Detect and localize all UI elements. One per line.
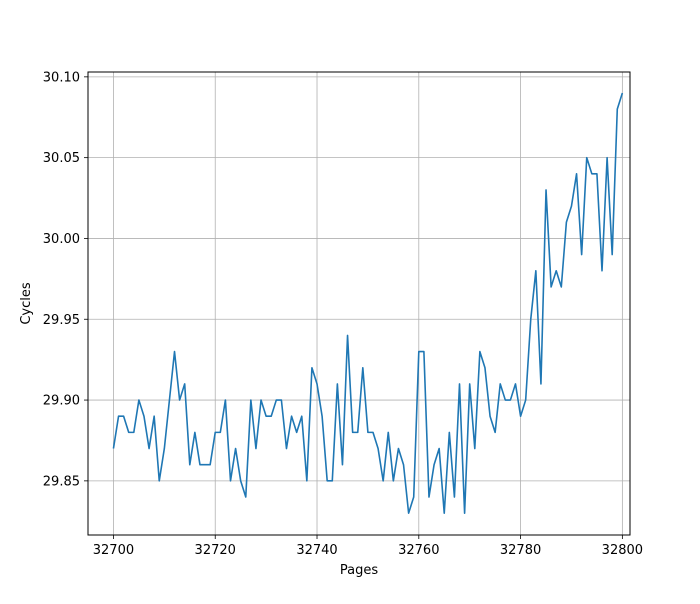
x-tick-label: 32700: [93, 543, 134, 558]
x-tick-label: 32720: [195, 543, 236, 558]
y-tick-label: 29.85: [43, 474, 80, 489]
y-axis-label: Cycles: [19, 282, 34, 325]
y-tick-label: 29.95: [43, 313, 80, 328]
x-tick-label: 32760: [398, 543, 439, 558]
ticks: 32700 32720 32740 32760 32780 32800 29.85 29.90…: [43, 70, 643, 558]
y-tick-label: 30.05: [43, 151, 80, 166]
y-tick-label: 29.90: [43, 394, 80, 409]
x-axis-label: Pages: [340, 563, 378, 578]
series-line: [112, 92, 624, 514]
grid: [88, 72, 630, 535]
y-tick-label: 30.10: [43, 70, 80, 85]
x-tick-label: 32800: [602, 543, 643, 558]
y-tick-label: 30.00: [43, 232, 80, 247]
x-tick-label: 32780: [500, 543, 541, 558]
plot-frame: [87, 71, 631, 536]
x-tick-label: 32740: [296, 543, 337, 558]
series-layer: [112, 92, 624, 514]
